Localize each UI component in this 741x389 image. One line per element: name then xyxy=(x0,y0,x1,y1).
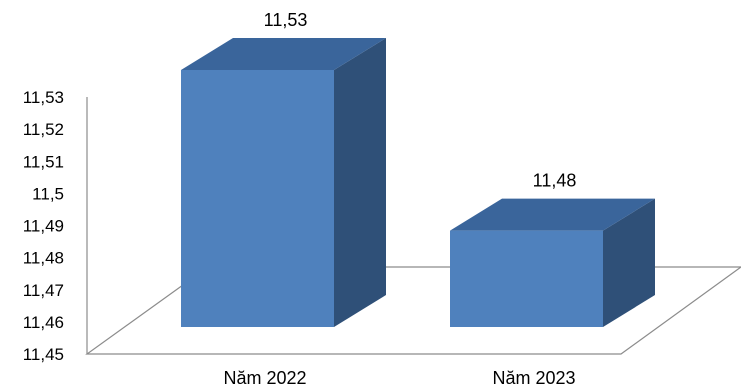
y-tick-label: 11,45 xyxy=(23,345,64,364)
y-tick-label: 11,49 xyxy=(23,217,64,236)
chart-floor xyxy=(85,266,741,355)
data-label: 11,53 xyxy=(264,10,308,30)
y-tick-label: 11,52 xyxy=(23,120,64,139)
y-axis: 11,45 11,46 11,47 11,48 11,49 11,5 11,51 11,52 1… xyxy=(23,88,88,364)
y-tick-label: 11,47 xyxy=(23,281,64,300)
y-tick-label: 11,51 xyxy=(23,152,64,171)
bar-front-face xyxy=(450,230,603,327)
bars-group xyxy=(181,38,655,327)
x-category-label: Năm 2022 xyxy=(223,368,306,388)
y-tick-label: 11,5 xyxy=(32,184,64,203)
bar-1 xyxy=(181,38,386,327)
chart-floor-outline xyxy=(85,266,741,355)
bar-2 xyxy=(450,198,655,327)
y-tick-label: 11,46 xyxy=(23,313,64,332)
y-tick-label: 11,48 xyxy=(23,249,64,268)
x-category-label: Năm 2023 xyxy=(492,368,575,388)
bar-side-face xyxy=(603,198,655,327)
bar-side-face xyxy=(334,38,386,327)
data-label: 11,48 xyxy=(533,171,577,191)
bar-top-face xyxy=(450,198,655,231)
labels-group: 11,53 Năm 2022 11,48 Năm 2023 xyxy=(223,10,576,388)
bar-top-face xyxy=(181,38,386,70)
bar-front-face xyxy=(181,70,334,327)
y-tick-label: 11,53 xyxy=(23,88,64,107)
